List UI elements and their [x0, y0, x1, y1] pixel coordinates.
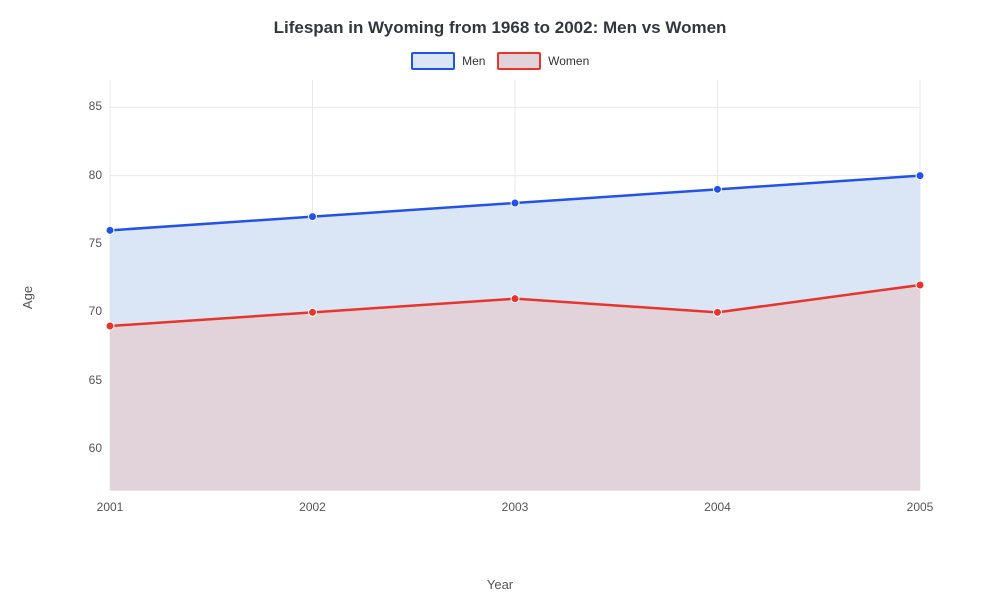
x-tick-label: 2001	[95, 500, 125, 514]
legend-label-men: Men	[462, 54, 485, 68]
x-tick-label: 2003	[500, 500, 530, 514]
legend-swatch-women	[497, 52, 541, 70]
legend-label-women: Women	[548, 54, 589, 68]
y-axis-label: Age	[20, 286, 35, 309]
legend-swatch-men	[411, 52, 455, 70]
y-tick-label: 75	[89, 236, 102, 250]
plot-area	[70, 80, 950, 530]
y-tick-label: 60	[89, 441, 102, 455]
y-tick-label: 80	[89, 168, 102, 182]
legend-item-women: Women	[497, 52, 589, 70]
x-tick-label: 2004	[703, 500, 733, 514]
chart-svg	[70, 80, 950, 530]
y-tick-label: 85	[89, 99, 102, 113]
legend: Men Women	[0, 52, 1000, 70]
legend-item-men: Men	[411, 52, 486, 70]
y-tick-label: 65	[89, 373, 102, 387]
x-tick-label: 2002	[298, 500, 328, 514]
chart-title: Lifespan in Wyoming from 1968 to 2002: M…	[0, 18, 1000, 38]
chart-container: Lifespan in Wyoming from 1968 to 2002: M…	[0, 0, 1000, 600]
x-axis-label: Year	[0, 577, 1000, 592]
y-tick-label: 70	[89, 304, 102, 318]
x-tick-label: 2005	[905, 500, 935, 514]
